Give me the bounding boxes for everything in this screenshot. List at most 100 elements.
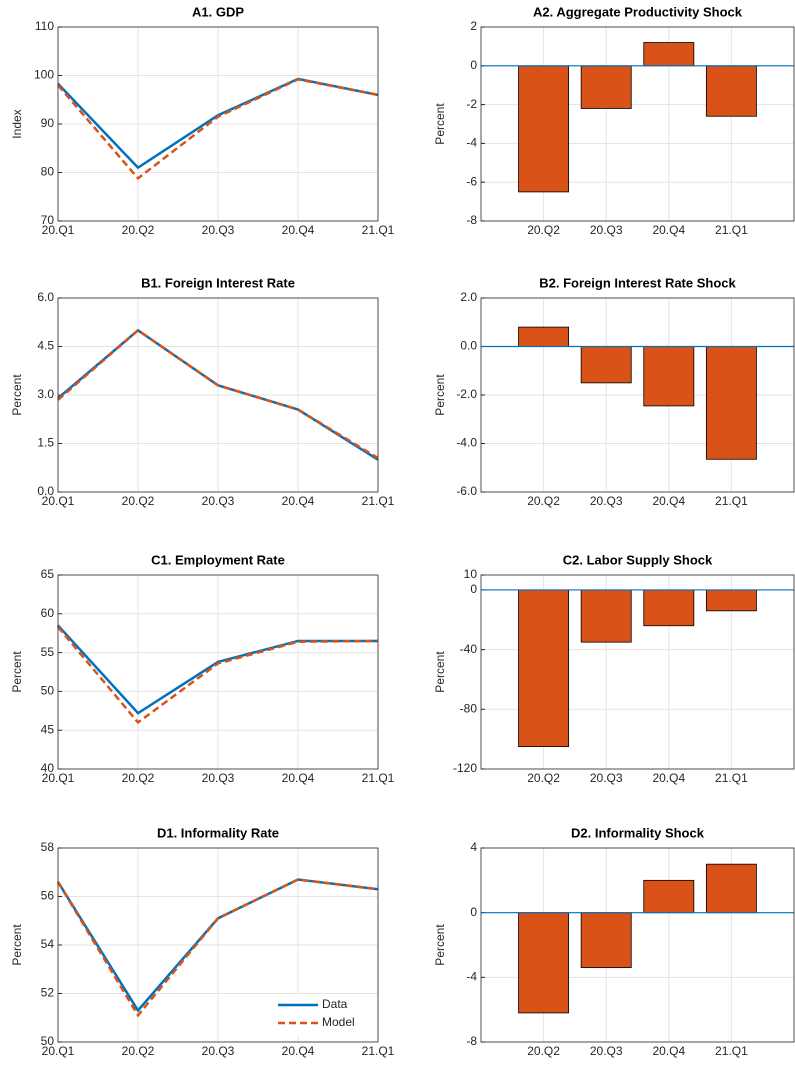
x-tick-label: 20.Q2 bbox=[122, 771, 155, 785]
y-tick-label: 6.0 bbox=[37, 290, 54, 304]
bar bbox=[705, 589, 757, 612]
chart-title: D2. Informality Shock bbox=[571, 825, 705, 840]
x-tick-label: 20.Q2 bbox=[122, 494, 155, 508]
x-tick-label: 20.Q2 bbox=[527, 771, 560, 785]
x-tick-label: 20.Q4 bbox=[652, 1044, 685, 1058]
y-tick-label: 50 bbox=[41, 684, 55, 698]
bar bbox=[518, 326, 570, 347]
chart-title: C2. Labor Supply Shock bbox=[563, 552, 713, 567]
x-tick-label: 20.Q1 bbox=[42, 1044, 75, 1058]
y-tick-label: -2.0 bbox=[456, 387, 477, 401]
plot-frame bbox=[57, 297, 379, 493]
x-tick-label: 20.Q4 bbox=[282, 223, 315, 237]
x-tick-label: 20.Q3 bbox=[202, 1044, 235, 1058]
data-line bbox=[56, 878, 379, 1018]
x-tick-label: 20.Q4 bbox=[282, 1044, 315, 1058]
x-tick-label: 20.Q2 bbox=[122, 223, 155, 237]
bar bbox=[518, 912, 570, 1014]
plot-frame bbox=[480, 26, 795, 222]
chart-title: B2. Foreign Interest Rate Shock bbox=[539, 275, 736, 290]
bar bbox=[580, 346, 632, 384]
y-tick-label: 0 bbox=[470, 905, 477, 919]
bar bbox=[580, 65, 632, 109]
x-tick-label: 20.Q1 bbox=[42, 771, 75, 785]
chart-title: C1. Employment Rate bbox=[151, 552, 285, 567]
x-tick-label: 20.Q2 bbox=[122, 1044, 155, 1058]
x-tick-label: 21.Q1 bbox=[715, 1044, 748, 1058]
x-tick-label: 21.Q1 bbox=[715, 223, 748, 237]
x-tick-label: 20.Q2 bbox=[527, 494, 560, 508]
x-tick-label: 21.Q1 bbox=[362, 494, 395, 508]
x-tick-label: 20.Q3 bbox=[590, 223, 623, 237]
y-axis-label: Percent bbox=[433, 374, 447, 416]
plot-frame bbox=[480, 297, 795, 493]
y-tick-label: 4 bbox=[470, 840, 477, 854]
x-tick-label: 20.Q4 bbox=[652, 771, 685, 785]
y-tick-label: -2 bbox=[466, 97, 477, 111]
x-tick-label: 21.Q1 bbox=[362, 1044, 395, 1058]
bar bbox=[705, 863, 757, 914]
bar bbox=[705, 65, 757, 117]
data-line bbox=[57, 626, 379, 725]
x-tick-label: 20.Q3 bbox=[590, 494, 623, 508]
bar bbox=[705, 346, 757, 460]
x-tick-label: 21.Q1 bbox=[362, 223, 395, 237]
y-tick-label: -4 bbox=[466, 970, 477, 984]
y-tick-label: 45 bbox=[41, 722, 55, 736]
x-tick-label: 20.Q3 bbox=[202, 771, 235, 785]
y-tick-label: 40 bbox=[41, 761, 55, 775]
y-tick-label: 2.0 bbox=[460, 290, 477, 304]
y-tick-label: -6.0 bbox=[456, 484, 477, 498]
x-tick-label: 20.Q2 bbox=[527, 223, 560, 237]
x-tick-label: 20.Q2 bbox=[527, 1044, 560, 1058]
plot-frame bbox=[57, 26, 379, 222]
chart-title: D1. Informality Rate bbox=[157, 825, 279, 840]
y-tick-label: 65 bbox=[41, 567, 55, 581]
x-tick-label: 20.Q1 bbox=[42, 223, 75, 237]
y-tick-label: 3.0 bbox=[37, 387, 54, 401]
data-line bbox=[57, 77, 379, 170]
y-axis-label: Percent bbox=[10, 651, 24, 693]
x-tick-label: 21.Q1 bbox=[715, 494, 748, 508]
y-tick-label: 0 bbox=[470, 58, 477, 72]
x-tick-label: 20.Q1 bbox=[42, 494, 75, 508]
chart-title: B1. Foreign Interest Rate bbox=[141, 275, 295, 290]
x-tick-label: 20.Q4 bbox=[282, 771, 315, 785]
y-tick-label: 60 bbox=[41, 606, 55, 620]
y-axis-label: Percent bbox=[10, 924, 24, 966]
chart-title: A2. Aggregate Productivity Shock bbox=[533, 4, 743, 19]
y-tick-label: -80 bbox=[460, 701, 478, 715]
plot-frame bbox=[57, 574, 379, 770]
bar bbox=[643, 879, 695, 914]
x-tick-label: 20.Q4 bbox=[652, 494, 685, 508]
y-tick-label: 2 bbox=[470, 19, 477, 33]
bar bbox=[643, 42, 695, 67]
y-tick-label: 80 bbox=[41, 165, 55, 179]
y-tick-label: -4.0 bbox=[456, 436, 477, 450]
chart-title: A1. GDP bbox=[192, 4, 244, 19]
data-line bbox=[57, 328, 379, 460]
y-tick-label: -8 bbox=[466, 1034, 477, 1048]
y-tick-label: 0 bbox=[470, 582, 477, 596]
bar bbox=[643, 589, 695, 627]
legend-box bbox=[270, 994, 370, 1036]
y-tick-label: 0.0 bbox=[37, 484, 54, 498]
y-axis-label: Percent bbox=[433, 651, 447, 693]
y-tick-label: 100 bbox=[34, 68, 54, 82]
bar bbox=[580, 589, 632, 643]
plot-frame bbox=[57, 847, 379, 1043]
data-line bbox=[57, 78, 379, 181]
y-tick-label: 1.5 bbox=[37, 436, 54, 450]
y-tick-label: 0.0 bbox=[460, 339, 477, 353]
y-tick-label: 10 bbox=[464, 567, 478, 581]
y-tick-label: 56 bbox=[41, 889, 55, 903]
y-tick-label: 50 bbox=[41, 1034, 55, 1048]
y-tick-label: 58 bbox=[41, 840, 55, 854]
plot-frame bbox=[480, 847, 795, 1043]
x-tick-label: 21.Q1 bbox=[362, 771, 395, 785]
legend-label: Data bbox=[322, 997, 348, 1011]
y-tick-label: 55 bbox=[41, 645, 55, 659]
bar bbox=[518, 589, 570, 748]
y-tick-label: -40 bbox=[460, 642, 478, 656]
